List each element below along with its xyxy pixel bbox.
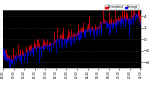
Legend: Normalized, Average: Normalized, Average (105, 5, 139, 10)
